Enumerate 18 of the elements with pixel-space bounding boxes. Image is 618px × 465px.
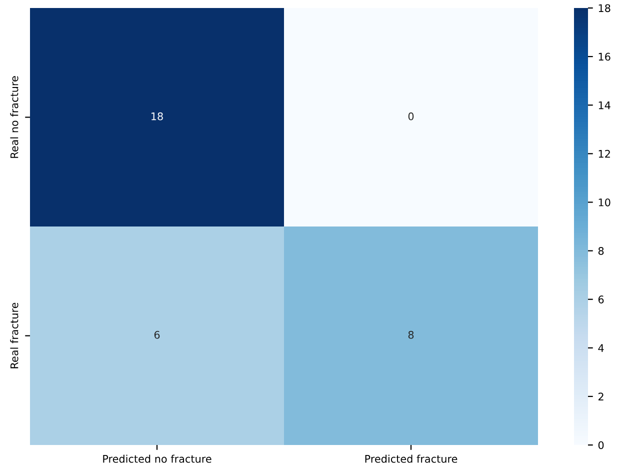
color-bar-label: 4 [598,344,604,352]
y-tick-label: Real no fracture [10,76,18,158]
y-tick-label: Real fracture [10,302,18,368]
color-bar-label: 0 [598,441,604,450]
color-bar-label: 18 [598,4,610,12]
data-label: 0 [408,112,414,120]
color-bar-label: 12 [598,150,610,158]
color-bar-label: 8 [598,247,604,255]
data-label: 8 [408,330,414,339]
x-tick-label: Predicted fracture [365,454,458,463]
color-bar-label: 16 [598,52,610,61]
color-bar-label: 6 [598,296,604,304]
data-label: 18 [152,112,163,120]
color-bar-label: 14 [598,101,610,110]
x-tick-label: Predicted no fracture [103,454,212,463]
color-bar-label: 2 [598,392,604,400]
color-bar-label: 10 [598,198,610,206]
data-label: 6 [154,330,160,339]
